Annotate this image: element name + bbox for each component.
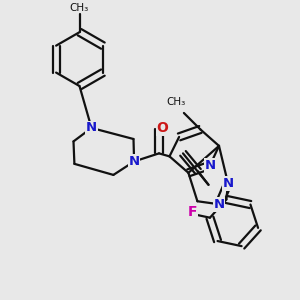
Text: F: F [188,205,197,219]
Text: N: N [128,155,140,168]
Text: N: N [86,122,97,134]
Text: CH₃: CH₃ [167,97,186,107]
Text: CH₃: CH₃ [70,3,89,13]
Text: O: O [157,121,169,135]
Text: N: N [222,177,234,190]
Text: N: N [213,198,225,211]
Text: N: N [204,159,216,172]
